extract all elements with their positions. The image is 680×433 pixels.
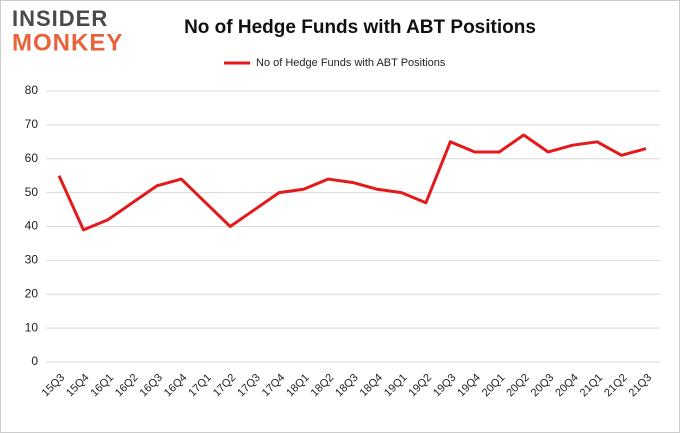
- logo-top: INSIDER: [12, 6, 108, 31]
- legend-label: No of Hedge Funds with ABT Positions: [256, 57, 446, 69]
- y-tick-label: 10: [25, 320, 39, 334]
- y-tick-label: 0: [31, 354, 38, 368]
- y-tick-label: 60: [25, 151, 39, 165]
- y-tick-label: 20: [25, 286, 39, 300]
- y-tick-label: 50: [25, 185, 39, 199]
- logo-bottom: MONKEY: [12, 29, 123, 56]
- y-tick-label: 70: [25, 117, 39, 131]
- chart-title: No of Hedge Funds with ABT Positions: [184, 17, 536, 38]
- y-tick-label: 40: [25, 219, 39, 233]
- y-tick-label: 80: [25, 83, 39, 97]
- y-tick-label: 30: [25, 253, 39, 267]
- line-series: [57, 133, 647, 232]
